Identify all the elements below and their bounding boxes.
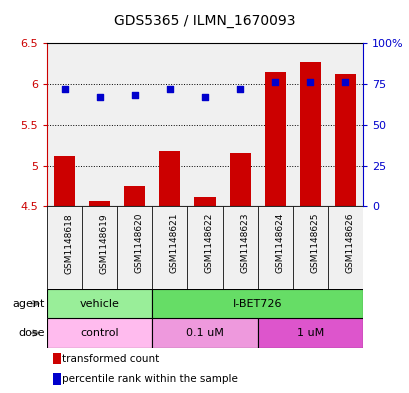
Bar — [89, 200, 110, 206]
Bar — [152, 318, 257, 348]
Point — [341, 79, 348, 86]
Point — [166, 86, 173, 92]
Bar — [222, 206, 257, 289]
Bar — [124, 186, 145, 206]
Point — [61, 86, 68, 92]
Bar — [257, 318, 362, 348]
Bar — [334, 74, 355, 206]
Bar — [257, 206, 292, 289]
Text: GSM1148625: GSM1148625 — [310, 213, 319, 274]
Bar — [47, 318, 152, 348]
Text: transformed count: transformed count — [62, 354, 159, 364]
Bar — [159, 151, 180, 206]
Text: GSM1148622: GSM1148622 — [204, 213, 213, 273]
Bar — [229, 153, 250, 206]
Bar — [264, 72, 285, 206]
Bar — [194, 196, 215, 206]
Bar — [117, 206, 152, 289]
Text: GSM1148623: GSM1148623 — [240, 213, 249, 274]
Text: vehicle: vehicle — [80, 299, 119, 309]
Text: GSM1148619: GSM1148619 — [99, 213, 108, 274]
Bar — [292, 206, 327, 289]
Bar — [54, 156, 75, 206]
Bar — [152, 206, 187, 289]
Text: GSM1148618: GSM1148618 — [65, 213, 74, 274]
Bar — [299, 62, 320, 206]
Point — [306, 79, 313, 86]
Text: 1 uM: 1 uM — [296, 328, 323, 338]
Bar — [187, 206, 222, 289]
Text: control: control — [80, 328, 119, 338]
Bar — [152, 289, 362, 318]
Text: agent: agent — [13, 299, 45, 309]
Point — [96, 94, 103, 100]
Text: GSM1148626: GSM1148626 — [344, 213, 353, 274]
Point — [271, 79, 278, 86]
Point — [236, 86, 243, 92]
Point — [131, 92, 138, 99]
Text: dose: dose — [18, 328, 45, 338]
Bar — [53, 373, 61, 385]
Bar — [82, 206, 117, 289]
Text: 0.1 uM: 0.1 uM — [186, 328, 223, 338]
Point — [201, 94, 208, 100]
Text: GSM1148621: GSM1148621 — [169, 213, 178, 274]
Text: GSM1148620: GSM1148620 — [135, 213, 144, 274]
Bar — [53, 353, 61, 364]
Text: GDS5365 / ILMN_1670093: GDS5365 / ILMN_1670093 — [114, 14, 295, 28]
Bar — [47, 289, 152, 318]
Bar — [327, 206, 362, 289]
Bar — [47, 206, 82, 289]
Text: I-BET726: I-BET726 — [232, 299, 282, 309]
Text: GSM1148624: GSM1148624 — [274, 213, 283, 273]
Text: percentile rank within the sample: percentile rank within the sample — [62, 374, 238, 384]
